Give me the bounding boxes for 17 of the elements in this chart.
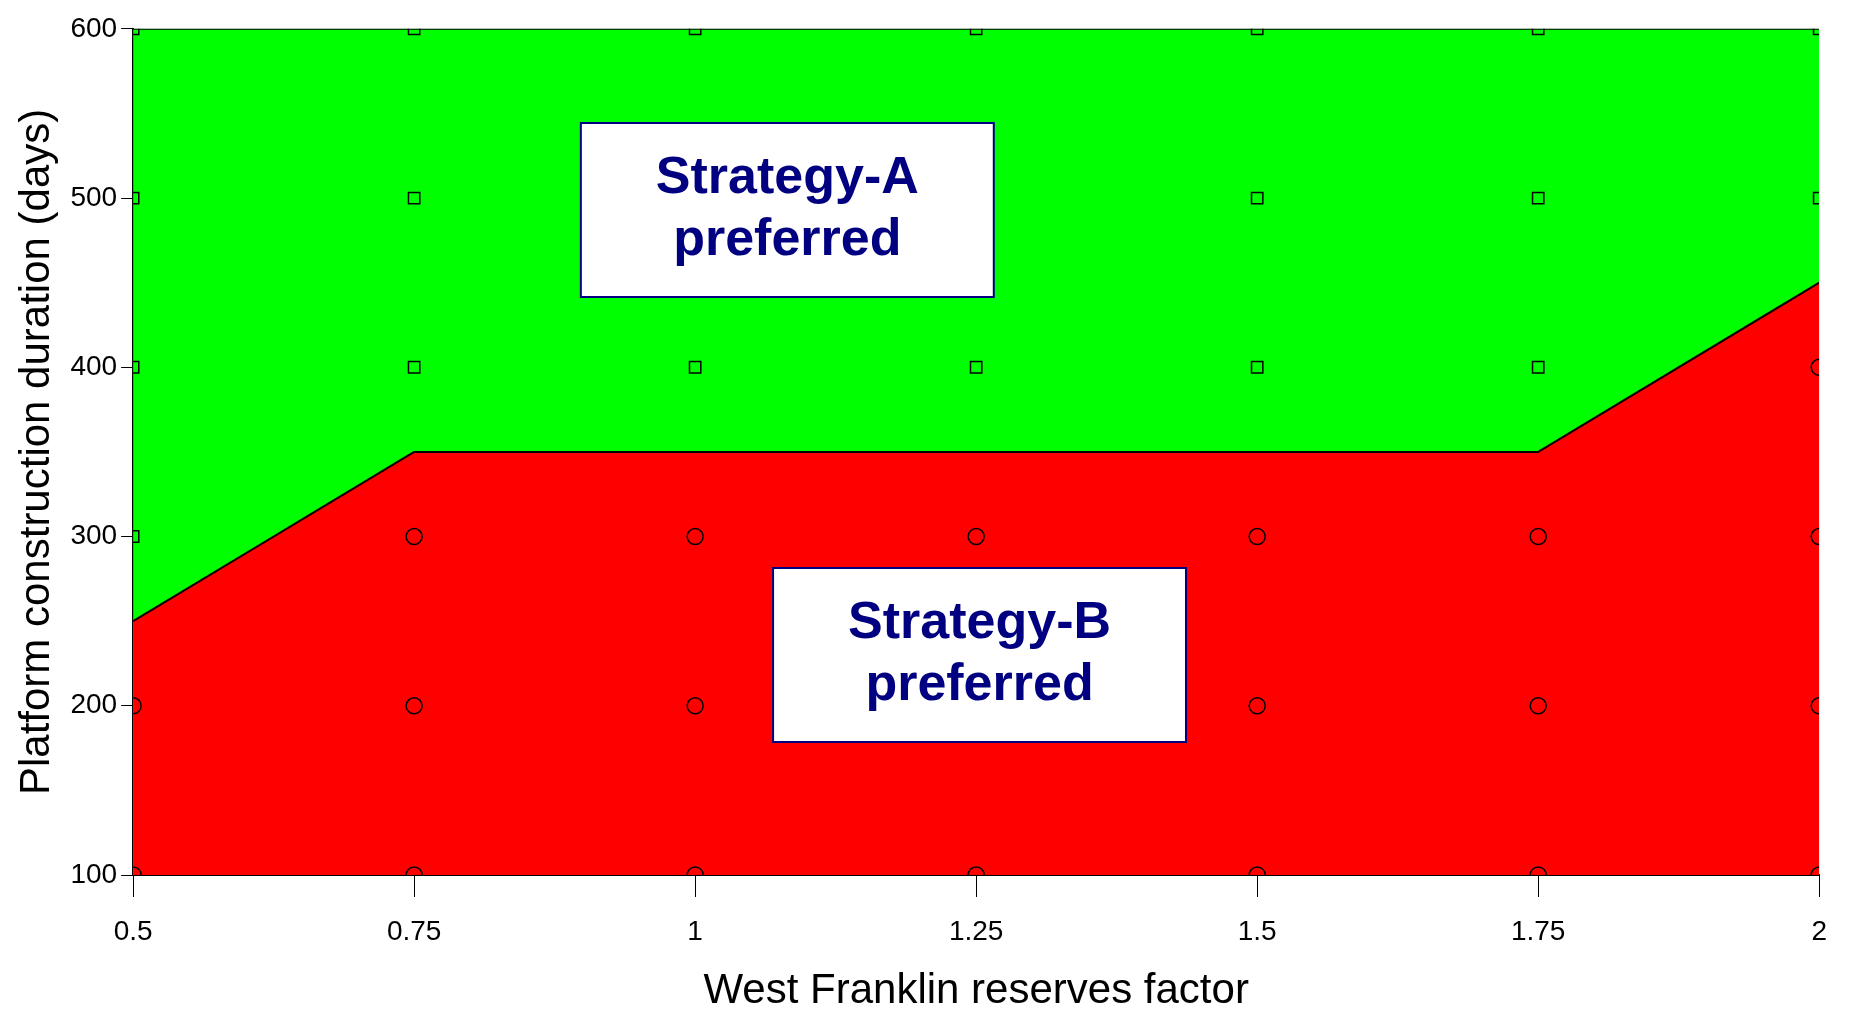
y-axis-title: Platform construction duration (days) [10,108,58,796]
annotation: Strategy-A preferred [655,146,919,267]
x-tick-label: 0.75 [386,914,442,946]
x-tick-label: 1.5 [1237,914,1277,946]
x-tick-label: 0.5 [113,914,153,946]
y-tick-label: 400 [70,350,118,381]
x-tick-label: 1.25 [948,914,1004,946]
x-axis-title: West Franklin reserves factor [703,965,1249,1013]
x-tick-label: 1.75 [1510,914,1566,946]
y-tick-label: 500 [70,180,118,212]
y-tick-label: 100 [70,857,118,889]
y-tick-label: 200 [70,688,118,720]
annotation: Strategy-B preferred [848,591,1112,712]
x-tick-label: 2 [1811,914,1827,946]
x-tick-label: 1 [687,914,703,946]
y-tick-label: 300 [70,519,118,551]
y-tick-label: 600 [70,11,118,43]
